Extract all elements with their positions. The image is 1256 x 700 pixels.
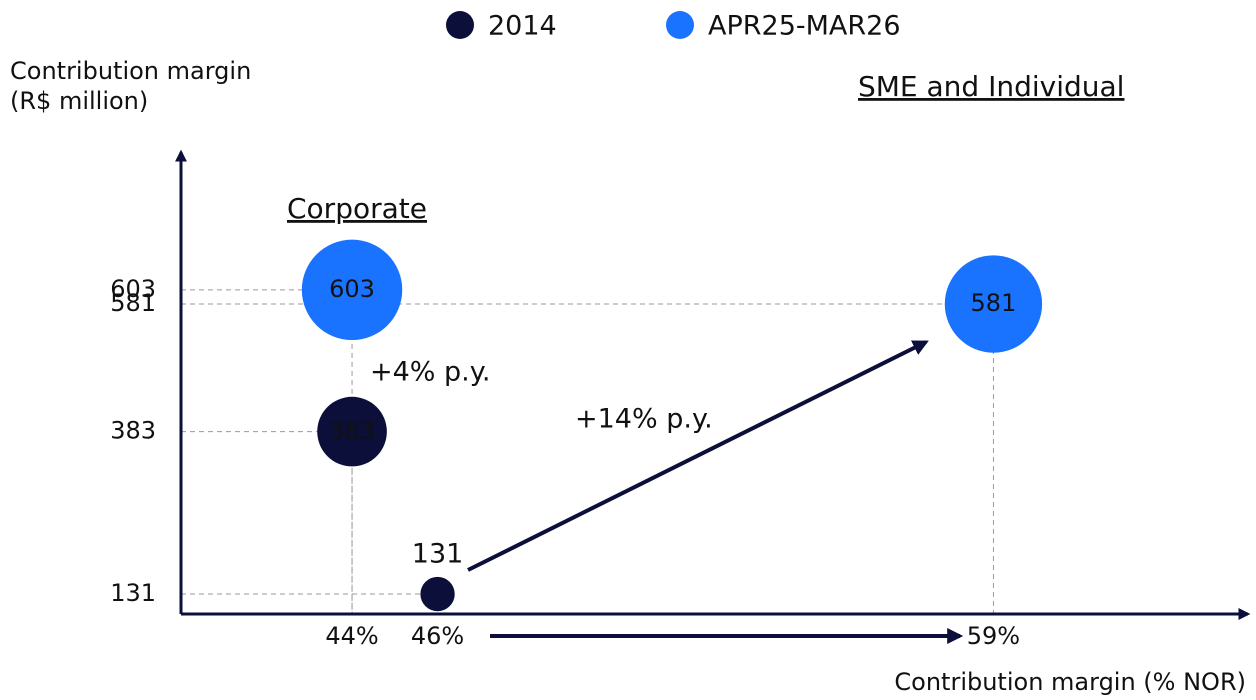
- bubble: [420, 576, 455, 612]
- data-label: 383: [329, 417, 375, 445]
- annotation: Corporate: [287, 192, 427, 225]
- y-tick-label: 581: [110, 289, 156, 317]
- marks: 383 131 603 581: [301, 239, 1043, 612]
- legend-swatch: [446, 11, 474, 39]
- legend: 2014 APR25-MAR26: [446, 11, 901, 42]
- growth-arrow: [467, 340, 929, 572]
- y-tick-label: 603: [110, 275, 156, 303]
- y-axis-title: (R$ million): [10, 87, 148, 115]
- data-label: 603: [329, 275, 375, 303]
- x-axis-title: Contribution margin (% NOR): [894, 668, 1246, 696]
- bubble: [301, 239, 403, 341]
- legend-label: APR25-MAR26: [708, 11, 901, 42]
- y-tick-label: 383: [110, 417, 156, 445]
- x-tick-label: 44%: [325, 622, 378, 650]
- legend-label: 2014: [488, 11, 557, 42]
- annotation: +4% p.y.: [370, 357, 490, 388]
- annotation: +14% p.y.: [575, 404, 713, 435]
- x-tick-label: 59%: [967, 622, 1020, 650]
- y-tick-label: 131: [110, 579, 156, 607]
- legend-swatch: [666, 11, 694, 39]
- bubble: [944, 255, 1043, 353]
- guides: [181, 289, 994, 614]
- annotation: SME and Individual: [858, 70, 1124, 103]
- data-label: 581: [971, 289, 1017, 317]
- bubble: [317, 396, 387, 467]
- data-label: 131: [412, 538, 464, 569]
- y-axis-title: Contribution margin: [10, 57, 251, 85]
- x-tick-label: 46%: [411, 622, 464, 650]
